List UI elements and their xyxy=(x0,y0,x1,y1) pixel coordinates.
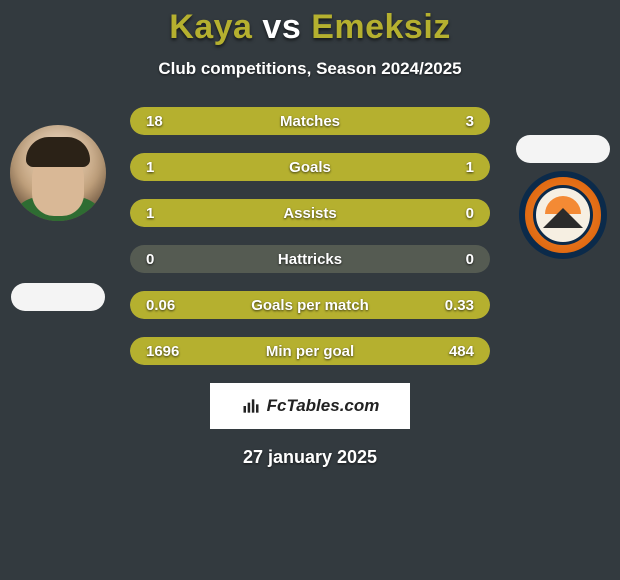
stat-label: Hattricks xyxy=(278,251,342,268)
player2-name: Emeksiz xyxy=(311,8,451,46)
player2-avatar-block xyxy=(516,135,610,259)
player2-club-badge xyxy=(519,171,607,259)
stat-value-left: 1 xyxy=(146,159,154,176)
stat-row: 0 Hattricks 0 xyxy=(130,245,490,273)
player1-avatar xyxy=(10,125,106,221)
stat-value-right: 484 xyxy=(449,343,474,360)
date-label: 27 january 2025 xyxy=(243,447,377,468)
subtitle: Club competitions, Season 2024/2025 xyxy=(158,59,461,79)
stat-value-right: 0 xyxy=(466,251,474,268)
watermark-badge[interactable]: FcTables.com xyxy=(210,383,410,429)
player1-name: Kaya xyxy=(169,8,252,46)
stat-value-right: 0 xyxy=(466,205,474,222)
stat-row: 1 Goals 1 xyxy=(130,153,490,181)
stat-row: 1696 Min per goal 484 xyxy=(130,337,490,365)
stat-value-left: 0 xyxy=(146,251,154,268)
watermark-text: FcTables.com xyxy=(267,396,380,416)
stat-fill-left xyxy=(130,153,310,181)
stat-label: Goals xyxy=(289,159,331,176)
vs-label: vs xyxy=(262,8,301,46)
stat-label: Goals per match xyxy=(251,297,369,314)
stat-value-right: 3 xyxy=(466,113,474,130)
stat-value-left: 1696 xyxy=(146,343,179,360)
player1-club-pill xyxy=(11,283,105,311)
stat-row: 18 Matches 3 xyxy=(130,107,490,135)
page-title: Kaya vs Emeksiz xyxy=(169,8,451,47)
stat-value-left: 1 xyxy=(146,205,154,222)
stat-label: Min per goal xyxy=(266,343,354,360)
stat-value-right: 0.33 xyxy=(445,297,474,314)
stat-fill-right xyxy=(310,153,490,181)
stat-rows: 18 Matches 3 1 Goals 1 1 Assists 0 0 Hattricks 0 0.0… xyxy=(130,107,490,365)
stat-row: 0.06 Goals per match 0.33 xyxy=(130,291,490,319)
player1-avatar-block xyxy=(10,125,106,311)
stat-value-right: 1 xyxy=(466,159,474,176)
player2-club-pill xyxy=(516,135,610,163)
chart-icon xyxy=(241,396,261,416)
stat-row: 1 Assists 0 xyxy=(130,199,490,227)
stat-value-left: 18 xyxy=(146,113,163,130)
stat-value-left: 0.06 xyxy=(146,297,175,314)
stat-label: Matches xyxy=(280,113,340,130)
stat-label: Assists xyxy=(283,205,336,222)
